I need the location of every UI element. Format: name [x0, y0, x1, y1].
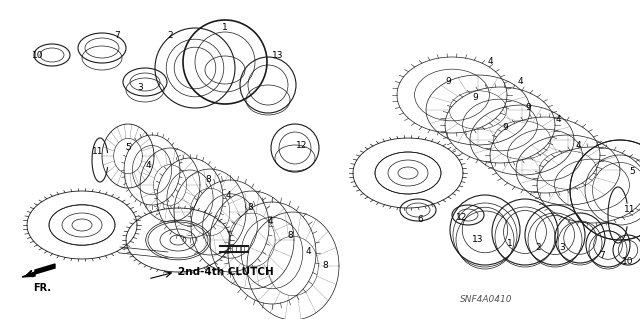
Text: 8: 8 — [205, 175, 211, 184]
Text: 2: 2 — [167, 31, 173, 40]
Text: 8: 8 — [322, 261, 328, 270]
Text: 8: 8 — [247, 204, 253, 212]
Text: 4: 4 — [517, 78, 523, 86]
Text: 7: 7 — [599, 251, 605, 261]
Text: 10: 10 — [622, 257, 634, 266]
Text: 4: 4 — [555, 115, 561, 124]
Text: SNF4A0410: SNF4A0410 — [460, 295, 513, 305]
Text: 11: 11 — [624, 205, 636, 214]
Text: 12: 12 — [296, 140, 308, 150]
Text: 11: 11 — [92, 147, 104, 157]
Text: 4: 4 — [145, 160, 151, 169]
Text: 5: 5 — [125, 144, 131, 152]
Text: 9: 9 — [472, 93, 478, 102]
Text: 4: 4 — [267, 218, 273, 226]
Text: 7: 7 — [114, 31, 120, 40]
Text: 2: 2 — [535, 243, 541, 253]
Text: 4: 4 — [305, 248, 311, 256]
Text: 12: 12 — [456, 213, 468, 222]
Polygon shape — [22, 264, 55, 277]
Text: 1: 1 — [222, 24, 228, 33]
Text: 4: 4 — [225, 190, 231, 199]
Text: 2nd-4th CLUTCH: 2nd-4th CLUTCH — [178, 267, 274, 277]
Text: 9: 9 — [525, 103, 531, 113]
Text: 4: 4 — [575, 140, 581, 150]
Text: 4: 4 — [487, 57, 493, 66]
Text: 6: 6 — [417, 216, 423, 225]
Text: 10: 10 — [32, 50, 44, 60]
Text: FR.: FR. — [33, 283, 51, 293]
Text: 8: 8 — [287, 231, 293, 240]
Text: 9: 9 — [445, 78, 451, 86]
Text: 5: 5 — [629, 167, 635, 176]
Text: 3: 3 — [137, 84, 143, 93]
Text: 13: 13 — [272, 50, 284, 60]
Text: 13: 13 — [472, 235, 484, 244]
Text: 3: 3 — [559, 243, 565, 253]
Text: 9: 9 — [502, 123, 508, 132]
Text: 1: 1 — [507, 240, 513, 249]
